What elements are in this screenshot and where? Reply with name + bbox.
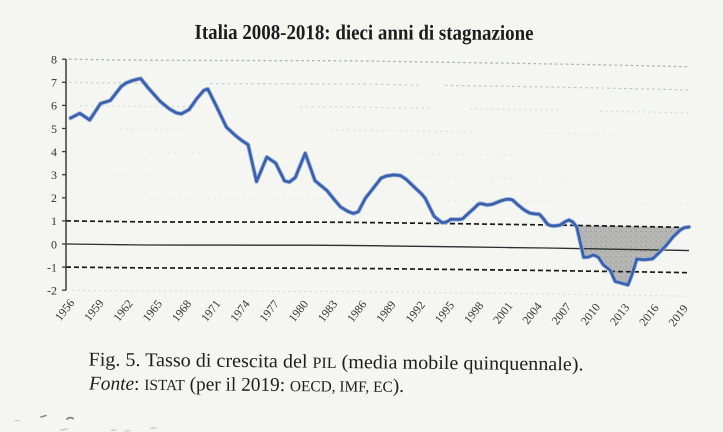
svg-text:-1: -1 <box>47 260 57 274</box>
svg-text:0: 0 <box>51 237 57 251</box>
svg-text:Fonte: ISTAT (per il 2019: OEC: Fonte: ISTAT (per il 2019: OECD, IMF, EC… <box>88 373 404 396</box>
svg-text:3: 3 <box>51 168 57 182</box>
svg-text:5: 5 <box>51 122 57 136</box>
svg-text:4: 4 <box>51 145 57 159</box>
svg-text:7: 7 <box>51 76 57 90</box>
svg-text:Italia 2008-2018: dieci anni d: Italia 2008-2018: dieci anni di stagnazi… <box>194 20 533 45</box>
svg-text:2: 2 <box>51 191 57 205</box>
svg-text:-2: -2 <box>47 284 57 298</box>
svg-text:Fig. 5. Tasso di crescita del: Fig. 5. Tasso di crescita del PIL (media… <box>88 350 583 376</box>
svg-text:1: 1 <box>51 214 57 228</box>
svg-text:8: 8 <box>51 53 57 67</box>
svg-text:6: 6 <box>51 99 57 113</box>
